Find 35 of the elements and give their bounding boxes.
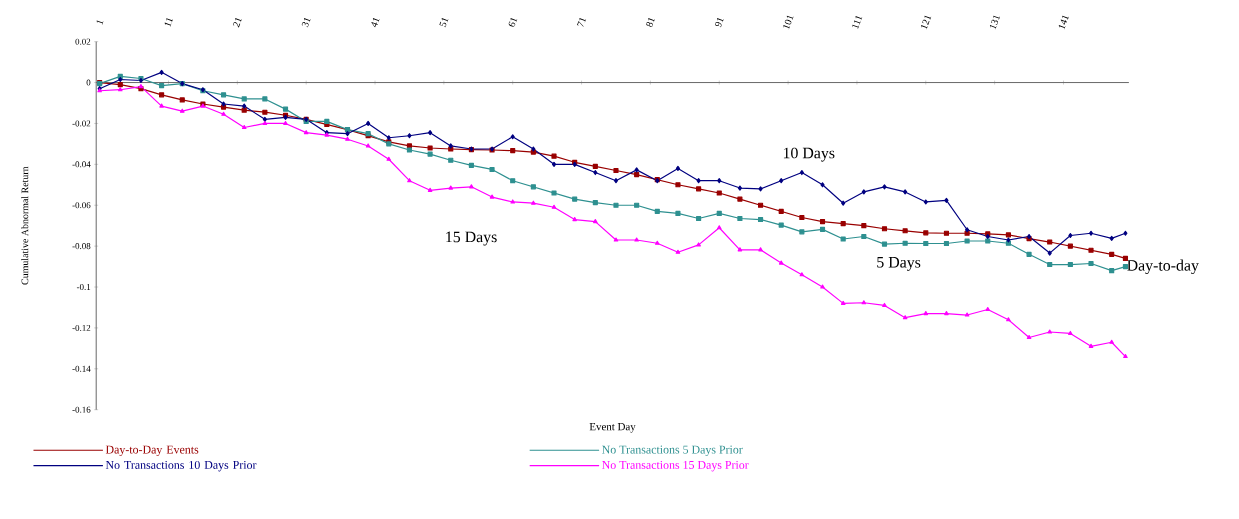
y-tick-label: 0 <box>86 79 91 86</box>
x-tick-label: 41 <box>371 18 380 28</box>
x-tick-label: 11 <box>164 18 173 27</box>
y-tick-label: -0.1 <box>76 284 91 291</box>
x-tick-label: 61 <box>508 18 518 27</box>
y-tick-label: -0.16 <box>72 406 91 413</box>
x-tick-label: 91 <box>715 18 724 28</box>
y-tick-label: -0.08 <box>72 243 91 250</box>
y-tick-label: -0.06 <box>72 202 91 209</box>
y-axis-title: Cumulative Abnormal Return <box>21 166 29 285</box>
x-tick-label: 71 <box>577 18 587 27</box>
y-tick-label: -0.12 <box>72 324 91 332</box>
text: No Transactions 15 Days Prior <box>602 460 749 472</box>
x-tick-label: 111 <box>852 16 863 30</box>
x-tick-label: 81 <box>646 18 655 28</box>
x-tick-label: 121 <box>921 15 932 30</box>
x-tick-label: 131 <box>989 15 1001 30</box>
y-tick-label: 0.02 <box>75 38 91 45</box>
text: Day-to-Day Events <box>105 445 199 457</box>
x-tick-label: 141 <box>1058 15 1069 30</box>
y-tick-label: -0.14 <box>72 365 91 372</box>
annotation: 15 Days <box>446 231 497 246</box>
x-tick-label: 21 <box>232 18 242 28</box>
x-tick-label: 101 <box>783 15 794 30</box>
y-tick-label: -0.02 <box>72 120 91 127</box>
annotation: 5 Days <box>877 257 921 271</box>
annotation: Day-to-day <box>1127 259 1199 275</box>
x-tick-label: 1 <box>96 20 104 25</box>
x-axis-title: Event Day <box>589 423 636 433</box>
x-tick-label: 51 <box>439 18 449 28</box>
text: No Transactions 5 Days Prior <box>602 445 743 457</box>
annotation: 10 Days <box>783 147 835 162</box>
y-tick-label: -0.04 <box>72 161 91 168</box>
x-tick-label: 31 <box>301 18 311 28</box>
text: No Transactions 10 Days Prior <box>105 460 257 472</box>
